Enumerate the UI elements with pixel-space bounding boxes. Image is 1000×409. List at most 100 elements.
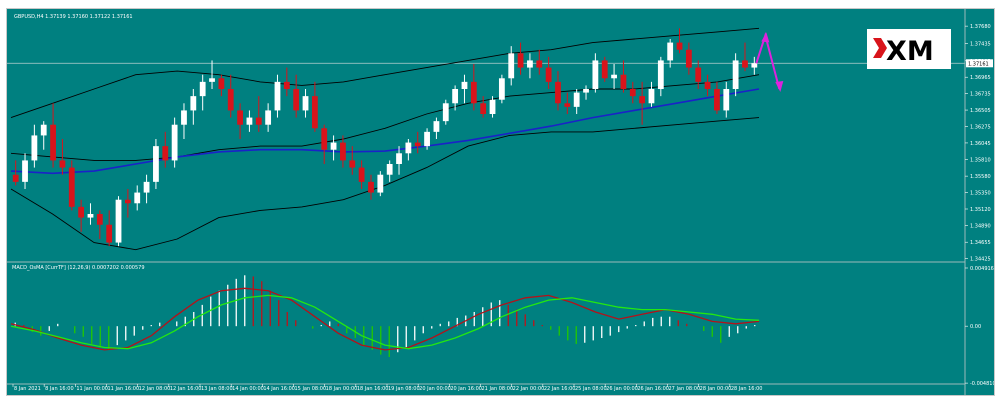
current-price-label: 1.37161 [968, 61, 989, 67]
chart-window: 1.376801.374351.371951.369651.367351.365… [6, 8, 995, 396]
candle-body [424, 131, 430, 147]
date-tick-label: 11 Jan 16:00 [108, 386, 140, 392]
chart-background [7, 9, 994, 395]
date-tick-label: 13 Jan 08:00 [201, 386, 233, 392]
candle-body [68, 167, 75, 207]
candle-body [143, 181, 150, 193]
candle-body [629, 89, 636, 97]
series-line-lower-band [10, 117, 760, 251]
date-tick-label: 14 Jan 00:00 [232, 386, 264, 392]
candle-body [751, 63, 758, 68]
indicator-tick-label: -0.004810 [970, 381, 994, 387]
indicator-title: MACD_OsMA [CurrTF] (12,26,9) 0.0007202 0… [12, 265, 145, 271]
indicator-pane [10, 275, 760, 357]
date-tick-label: 26 Jan 00:00 [606, 386, 638, 392]
date-tick-label: 14 Jan 16:00 [263, 386, 295, 392]
candle-body [162, 146, 169, 161]
candle-body [78, 206, 85, 218]
price-tick-label: 1.36275 [970, 125, 991, 131]
price-pane [7, 27, 965, 251]
candle-body [695, 67, 702, 82]
candle-body [40, 124, 47, 136]
candle-body [153, 146, 159, 182]
candle-body [573, 92, 580, 107]
price-tick-label: 1.36045 [970, 141, 991, 147]
date-tick-label: 22 Jan 16:00 [544, 386, 576, 392]
candle-body [545, 67, 552, 82]
candle-body [181, 110, 187, 125]
candle-body [742, 60, 748, 68]
candle-body [171, 124, 178, 161]
candle-body [657, 60, 664, 89]
date-tick-label: 12 Jan 08:00 [139, 386, 171, 392]
candle-body [667, 42, 674, 61]
candle-body [265, 110, 272, 125]
candle-body [442, 103, 449, 122]
candle-body [714, 89, 720, 111]
date-tick-label: 22 Jan 00:00 [513, 386, 545, 392]
candle-body [405, 142, 412, 154]
candle-body [274, 81, 281, 111]
candle-body [124, 199, 131, 204]
price-tick-label: 1.35580 [970, 174, 991, 180]
candle-body [302, 96, 309, 111]
candle-body [498, 78, 505, 100]
candle-body [723, 89, 730, 111]
candle-body [22, 160, 28, 182]
candle-body [368, 181, 374, 193]
candle-body [31, 135, 38, 161]
indicator-tick-label: 0.00 [970, 324, 981, 330]
date-tick-label: 12 Jan 16:00 [170, 386, 202, 392]
date-tick-label: 8 Jan 16:00 [45, 386, 73, 392]
logo-red-mark [873, 38, 887, 58]
date-tick-label: 20 Jan 16:00 [450, 386, 482, 392]
date-tick-label: 18 Jan 00:00 [326, 386, 358, 392]
candle-body [386, 164, 393, 175]
candle-body [396, 153, 402, 164]
candle-body [611, 74, 617, 79]
price-tick-label: 1.36505 [970, 108, 991, 114]
candle-body [536, 60, 543, 68]
date-tick-label: 26 Jan 16:00 [637, 386, 669, 392]
candle-body [283, 81, 290, 89]
chart-svg: 1.376801.374351.371951.369651.367351.365… [7, 9, 994, 395]
candle-body [452, 89, 459, 104]
candle-body [583, 89, 589, 93]
logo-text: XM [886, 36, 934, 67]
price-tick-label: 1.34425 [970, 257, 991, 263]
date-tick-label: 11 Jan 00:00 [76, 386, 108, 392]
price-tick-label: 1.37680 [970, 24, 991, 30]
price-tick-label: 1.37435 [970, 42, 991, 48]
candle-body [50, 124, 56, 161]
price-tick-label: 1.35120 [970, 207, 991, 213]
candle-body [106, 224, 113, 243]
xm-logo: XM [867, 29, 951, 69]
candle-body [592, 60, 599, 89]
candle-body [704, 81, 711, 89]
candle-body [246, 117, 253, 125]
candle-body [414, 142, 421, 147]
indicator-tick-label: 0.004916 [970, 266, 994, 272]
candle-body [87, 214, 94, 218]
forecast-arrow-up-head [761, 32, 770, 43]
candle-body [255, 117, 262, 125]
candle-body [59, 160, 66, 168]
candle-body [601, 60, 608, 79]
date-tick-label: 20 Jan 00:00 [419, 386, 451, 392]
candle-body [190, 96, 197, 111]
candle-body [199, 81, 206, 97]
candle-body [209, 78, 215, 82]
candle-body [321, 128, 328, 150]
price-tick-label: 1.34890 [970, 223, 991, 229]
candle-body [564, 103, 571, 107]
price-tick-label: 1.36735 [970, 92, 991, 98]
macd-line [10, 287, 760, 351]
price-tick-label: 1.36965 [970, 75, 991, 81]
candle-body [648, 89, 655, 104]
candle-body [293, 89, 300, 111]
candle-body [349, 160, 356, 168]
date-tick-label: 8 Jan 2021 [14, 386, 41, 392]
candle-body [227, 89, 234, 111]
candle-body [377, 174, 384, 193]
candle-body [480, 103, 487, 114]
